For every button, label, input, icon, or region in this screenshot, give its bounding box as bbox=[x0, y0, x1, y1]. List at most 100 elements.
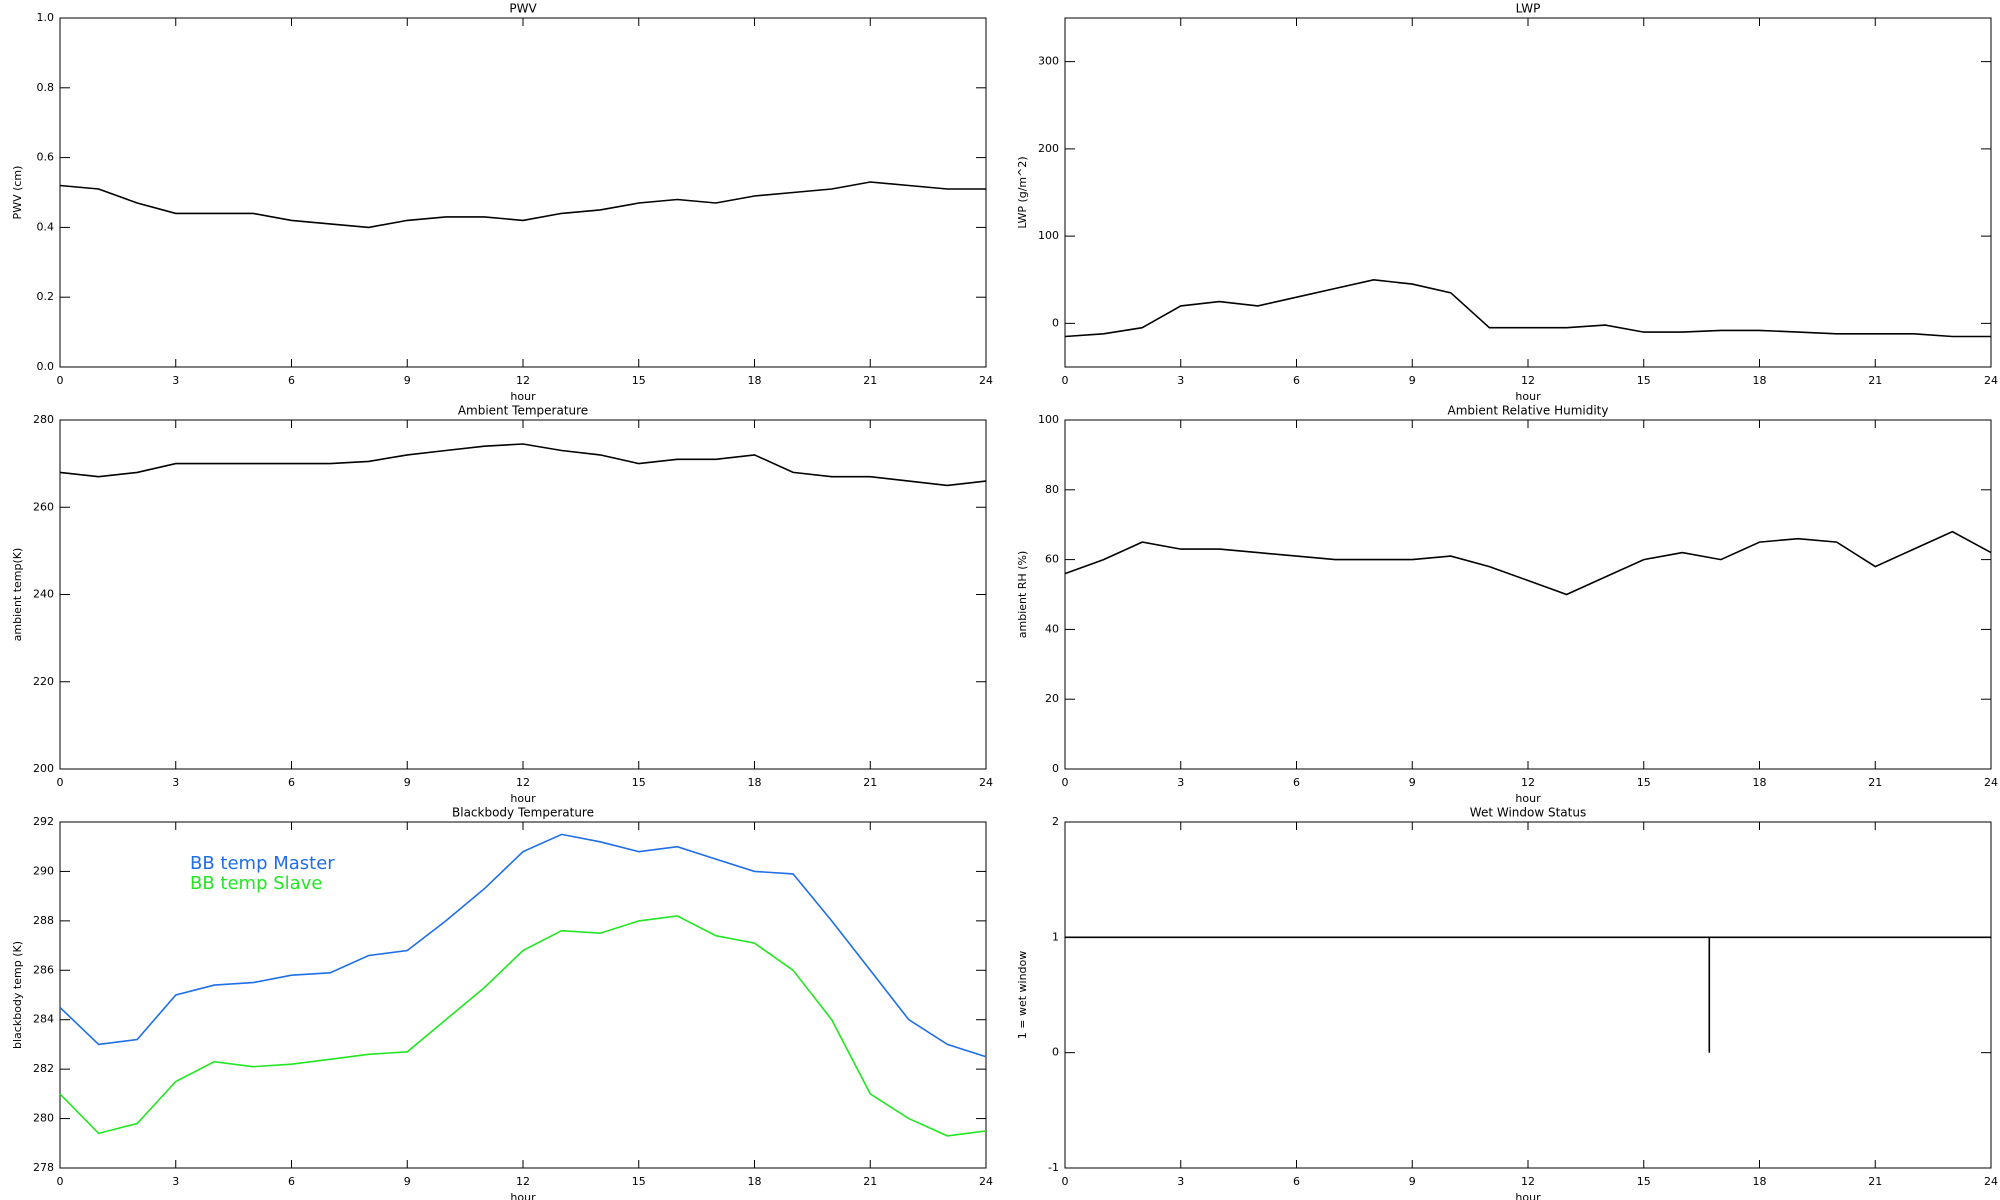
x-tick-label: 18 bbox=[1753, 374, 1767, 387]
y-tick-label: 60 bbox=[1045, 553, 1059, 566]
legend-entry: BB temp Master bbox=[190, 853, 335, 874]
y-tick-label: 280 bbox=[33, 1112, 54, 1125]
x-tick-label: 6 bbox=[288, 776, 295, 789]
plot-frame bbox=[1064, 17, 1992, 368]
x-tick-label: 9 bbox=[404, 1175, 411, 1188]
x-tick-label: 6 bbox=[288, 1175, 295, 1188]
y-tick-label: 286 bbox=[33, 963, 54, 976]
x-tick-label: 12 bbox=[516, 1175, 530, 1188]
x-tick-label: 21 bbox=[863, 776, 877, 789]
data-line bbox=[59, 833, 987, 1058]
x-tick-label: 15 bbox=[632, 776, 646, 789]
x-tick-label: 3 bbox=[1177, 1175, 1184, 1188]
data-line bbox=[1065, 936, 1991, 1053]
y-tick-label: 80 bbox=[1045, 483, 1059, 496]
x-tick-label: 15 bbox=[632, 374, 646, 387]
chart-title: Ambient Temperature bbox=[458, 404, 588, 418]
x-tick-label: 9 bbox=[404, 374, 411, 387]
x-tick-label: 0 bbox=[57, 374, 64, 387]
y-axis-label: 1 = wet window bbox=[1016, 951, 1029, 1040]
x-tick-label: 3 bbox=[172, 1175, 179, 1188]
x-tick-label: 24 bbox=[1984, 1175, 1998, 1188]
x-tick-label: 3 bbox=[172, 776, 179, 789]
x-axis-label: hour bbox=[510, 1191, 536, 1200]
x-tick-label: 21 bbox=[1868, 374, 1882, 387]
y-tick-label: 280 bbox=[33, 413, 54, 426]
y-tick-label: 1 bbox=[1052, 930, 1059, 943]
x-tick-label: 12 bbox=[1521, 776, 1535, 789]
x-tick-label: 6 bbox=[1293, 1175, 1300, 1188]
x-axis-label: hour bbox=[1515, 792, 1541, 805]
x-tick-label: 21 bbox=[1868, 1175, 1882, 1188]
x-tick-label: 24 bbox=[979, 374, 993, 387]
y-axis-label: blackbody temp (K) bbox=[11, 941, 24, 1049]
chart-title: Blackbody Temperature bbox=[452, 806, 594, 820]
x-tick-label: 21 bbox=[1868, 776, 1882, 789]
y-tick-label: 0.6 bbox=[37, 151, 55, 164]
x-tick-label: 24 bbox=[979, 1175, 993, 1188]
x-tick-label: 12 bbox=[516, 374, 530, 387]
x-tick-label: 21 bbox=[863, 1175, 877, 1188]
chart-title: Wet Window Status bbox=[1470, 806, 1586, 820]
y-tick-label: 290 bbox=[33, 864, 54, 877]
y-tick-label: 0 bbox=[1052, 316, 1059, 329]
x-tick-label: 3 bbox=[1177, 776, 1184, 789]
data-line bbox=[1064, 530, 1992, 596]
y-tick-label: 0.0 bbox=[37, 360, 55, 373]
y-tick-label: 2 bbox=[1052, 815, 1059, 828]
chart-title: LWP bbox=[1516, 2, 1541, 16]
x-tick-label: 9 bbox=[1409, 776, 1416, 789]
x-tick-label: 24 bbox=[1984, 374, 1998, 387]
data-line bbox=[59, 915, 987, 1137]
y-axis-label: LWP (g/m^2) bbox=[1016, 156, 1029, 228]
legend-entry: BB temp Slave bbox=[190, 873, 322, 894]
x-tick-label: 9 bbox=[404, 776, 411, 789]
data-line bbox=[59, 443, 987, 487]
x-tick-label: 15 bbox=[1637, 1175, 1651, 1188]
y-tick-label: 260 bbox=[33, 500, 54, 513]
y-tick-label: 0.8 bbox=[37, 81, 55, 94]
y-tick-label: 292 bbox=[33, 815, 54, 828]
x-tick-label: 18 bbox=[1753, 1175, 1767, 1188]
y-axis-label: ambient temp(K) bbox=[11, 548, 24, 642]
y-tick-label: 278 bbox=[33, 1161, 54, 1174]
y-tick-label: 0 bbox=[1052, 1046, 1059, 1059]
x-tick-label: 0 bbox=[57, 776, 64, 789]
x-tick-label: 15 bbox=[632, 1175, 646, 1188]
x-tick-label: 6 bbox=[288, 374, 295, 387]
x-tick-label: 0 bbox=[1062, 776, 1069, 789]
y-tick-label: 200 bbox=[1038, 142, 1059, 155]
x-tick-label: 9 bbox=[1409, 1175, 1416, 1188]
x-tick-label: 15 bbox=[1637, 776, 1651, 789]
y-tick-label: 284 bbox=[33, 1013, 54, 1026]
y-tick-label: 100 bbox=[1038, 413, 1059, 426]
plot-frame bbox=[59, 17, 987, 368]
x-tick-label: 18 bbox=[748, 1175, 762, 1188]
y-tick-label: 200 bbox=[33, 762, 54, 775]
y-tick-label: 240 bbox=[33, 588, 54, 601]
y-tick-label: 0.4 bbox=[37, 220, 55, 233]
y-tick-label: 220 bbox=[33, 675, 54, 688]
y-tick-label: 40 bbox=[1045, 622, 1059, 635]
y-tick-label: 288 bbox=[33, 914, 54, 927]
x-tick-label: 0 bbox=[57, 1175, 64, 1188]
x-axis-label: hour bbox=[510, 792, 536, 805]
plot-frame bbox=[59, 419, 987, 770]
plot-frame bbox=[1064, 821, 1992, 1169]
y-tick-label: 100 bbox=[1038, 229, 1059, 242]
x-tick-label: 0 bbox=[1062, 374, 1069, 387]
y-axis-label: ambient RH (%) bbox=[1016, 551, 1029, 639]
plot-frame bbox=[1064, 419, 1992, 770]
x-tick-label: 18 bbox=[748, 374, 762, 387]
x-tick-label: 3 bbox=[1177, 374, 1184, 387]
data-line bbox=[59, 181, 986, 229]
x-tick-label: 3 bbox=[172, 374, 179, 387]
x-tick-label: 18 bbox=[748, 776, 762, 789]
x-tick-label: 24 bbox=[1984, 776, 1998, 789]
y-axis-label: PWV (cm) bbox=[11, 166, 24, 220]
x-tick-label: 6 bbox=[1293, 374, 1300, 387]
x-tick-label: 12 bbox=[1521, 1175, 1535, 1188]
x-tick-label: 24 bbox=[979, 776, 993, 789]
